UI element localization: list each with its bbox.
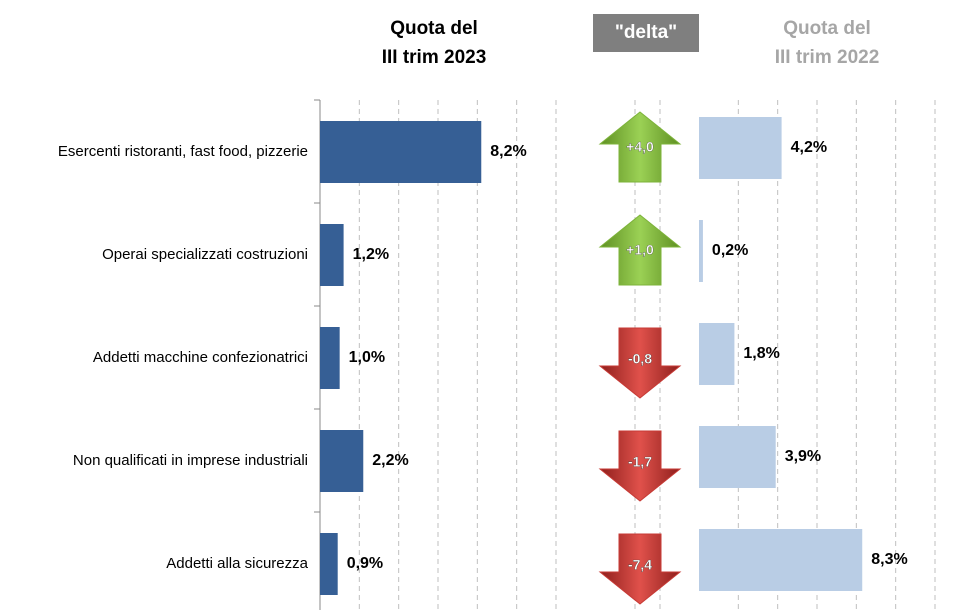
delta-label: -1,7 <box>628 454 652 470</box>
bar <box>699 220 703 282</box>
delta-arrow <box>598 327 682 399</box>
bar <box>320 224 344 286</box>
category-label: Addetti macchine confezionatrici <box>93 349 308 366</box>
value-label: 1,8% <box>743 345 779 362</box>
delta-label: +4,0 <box>626 139 654 155</box>
delta-label: -7,4 <box>628 557 652 573</box>
value-label: 3,9% <box>785 448 821 465</box>
delta-arrow <box>598 533 682 605</box>
bar <box>699 117 782 179</box>
category-label: Non qualificati in imprese industriali <box>73 452 308 469</box>
header-delta: "delta" <box>593 14 699 52</box>
value-label: 8,2% <box>490 143 526 160</box>
value-label: 0,2% <box>712 242 748 259</box>
delta-arrow <box>598 430 682 502</box>
bar <box>699 426 776 488</box>
category-label: Addetti alla sicurezza <box>166 555 308 572</box>
bar <box>699 323 735 385</box>
delta-arrow <box>598 214 682 286</box>
bar <box>320 533 338 595</box>
delta-label: +1,0 <box>626 242 654 258</box>
value-label: 4,2% <box>791 139 827 156</box>
value-label: 1,0% <box>349 349 385 366</box>
bar <box>699 529 863 591</box>
category-label: Operai specializzati costruzioni <box>102 246 308 263</box>
value-label: 2,2% <box>372 452 408 469</box>
delta-label: -0,8 <box>628 351 652 367</box>
value-label: 1,2% <box>353 246 389 263</box>
header-2022: Quota del III trim 2022 <box>774 18 880 68</box>
header-2023: Quota del III trim 2023 <box>381 18 487 68</box>
category-label: Esercenti ristoranti, fast food, pizzeri… <box>58 143 308 160</box>
value-label: 0,9% <box>347 555 383 572</box>
bar <box>320 121 482 183</box>
value-label: 8,3% <box>871 551 907 568</box>
bar <box>320 430 364 492</box>
bar <box>320 327 340 389</box>
delta-arrow <box>598 111 682 183</box>
